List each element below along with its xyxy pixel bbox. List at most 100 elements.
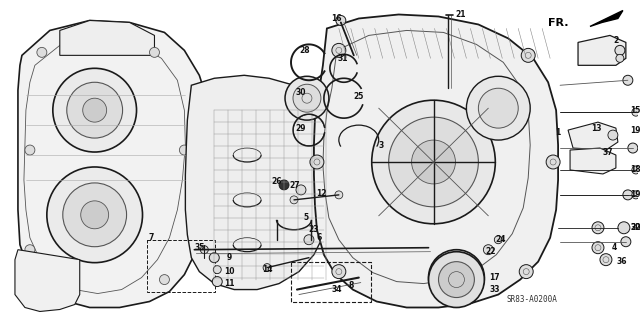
Circle shape	[519, 265, 533, 278]
Circle shape	[25, 245, 35, 255]
Text: 31: 31	[337, 54, 348, 63]
Circle shape	[608, 130, 618, 140]
Text: 4: 4	[611, 243, 616, 252]
Circle shape	[335, 191, 343, 199]
Circle shape	[412, 140, 456, 184]
Circle shape	[53, 266, 77, 290]
Circle shape	[438, 262, 474, 298]
Circle shape	[296, 185, 306, 195]
Polygon shape	[578, 35, 626, 65]
Text: 2: 2	[613, 36, 618, 45]
Text: 11: 11	[224, 279, 234, 288]
Polygon shape	[314, 14, 558, 308]
Circle shape	[63, 183, 127, 247]
Circle shape	[81, 201, 109, 229]
Circle shape	[592, 242, 604, 254]
Circle shape	[53, 68, 136, 152]
Circle shape	[388, 117, 478, 207]
Circle shape	[332, 265, 346, 278]
Bar	[147, 240, 215, 292]
Circle shape	[336, 16, 346, 26]
Circle shape	[478, 88, 518, 128]
Text: 34: 34	[332, 285, 342, 294]
Text: 23: 23	[308, 225, 319, 234]
Circle shape	[483, 245, 493, 255]
Circle shape	[67, 82, 123, 138]
Circle shape	[179, 145, 189, 155]
Circle shape	[304, 235, 314, 245]
Polygon shape	[570, 148, 616, 174]
Bar	[291, 262, 371, 301]
Circle shape	[621, 237, 631, 247]
Text: 14: 14	[262, 265, 273, 274]
Circle shape	[200, 246, 208, 254]
Circle shape	[150, 48, 159, 57]
Circle shape	[623, 75, 633, 85]
Text: 17: 17	[489, 273, 500, 282]
Text: 36: 36	[616, 257, 627, 266]
Circle shape	[618, 222, 630, 234]
Circle shape	[290, 196, 298, 204]
Text: 16: 16	[332, 14, 342, 23]
Text: 15: 15	[630, 106, 640, 115]
Circle shape	[159, 275, 170, 285]
Circle shape	[623, 190, 633, 200]
Circle shape	[632, 108, 640, 116]
Circle shape	[429, 252, 484, 308]
Circle shape	[332, 43, 346, 57]
Circle shape	[212, 277, 222, 286]
Text: 13: 13	[591, 123, 601, 133]
Text: 5: 5	[303, 213, 308, 222]
Text: 12: 12	[316, 189, 326, 198]
Text: 3: 3	[378, 141, 383, 150]
Circle shape	[285, 76, 329, 120]
Circle shape	[293, 84, 321, 112]
Circle shape	[628, 143, 638, 153]
Polygon shape	[15, 250, 80, 311]
Circle shape	[546, 155, 560, 169]
Circle shape	[494, 236, 502, 244]
Text: 29: 29	[296, 123, 306, 133]
Text: 20: 20	[630, 223, 640, 232]
Text: 7: 7	[148, 233, 154, 242]
Text: 10: 10	[224, 267, 234, 276]
Polygon shape	[568, 122, 618, 150]
Text: 25: 25	[353, 92, 364, 101]
Circle shape	[83, 98, 107, 122]
Circle shape	[592, 222, 604, 234]
Text: FR.: FR.	[548, 19, 568, 28]
Circle shape	[429, 250, 484, 306]
Text: 19: 19	[630, 126, 640, 135]
Text: 8: 8	[348, 281, 353, 290]
Text: SR83-A0200A: SR83-A0200A	[506, 295, 557, 304]
Text: 18: 18	[630, 166, 640, 174]
Text: 35: 35	[194, 243, 205, 252]
Circle shape	[521, 48, 535, 62]
Circle shape	[438, 260, 474, 295]
Polygon shape	[186, 75, 334, 290]
Circle shape	[279, 180, 289, 190]
Text: 28: 28	[300, 46, 310, 55]
Polygon shape	[590, 11, 623, 26]
Circle shape	[209, 253, 220, 263]
Circle shape	[37, 48, 47, 57]
Text: 9: 9	[227, 253, 232, 262]
Text: 24: 24	[495, 235, 506, 244]
Text: 6: 6	[316, 233, 321, 242]
Circle shape	[616, 54, 624, 62]
Circle shape	[47, 167, 143, 263]
Text: 27: 27	[290, 182, 300, 190]
Text: 33: 33	[489, 285, 500, 294]
Circle shape	[213, 266, 221, 274]
Circle shape	[467, 76, 530, 140]
Text: 37: 37	[603, 147, 613, 157]
Polygon shape	[60, 20, 154, 56]
Circle shape	[372, 100, 495, 224]
Text: 19: 19	[630, 190, 640, 199]
Polygon shape	[18, 20, 209, 308]
Text: 21: 21	[455, 10, 466, 19]
Circle shape	[449, 270, 465, 286]
Text: 32: 32	[630, 223, 640, 232]
Text: 30: 30	[296, 88, 306, 97]
Circle shape	[632, 166, 640, 174]
